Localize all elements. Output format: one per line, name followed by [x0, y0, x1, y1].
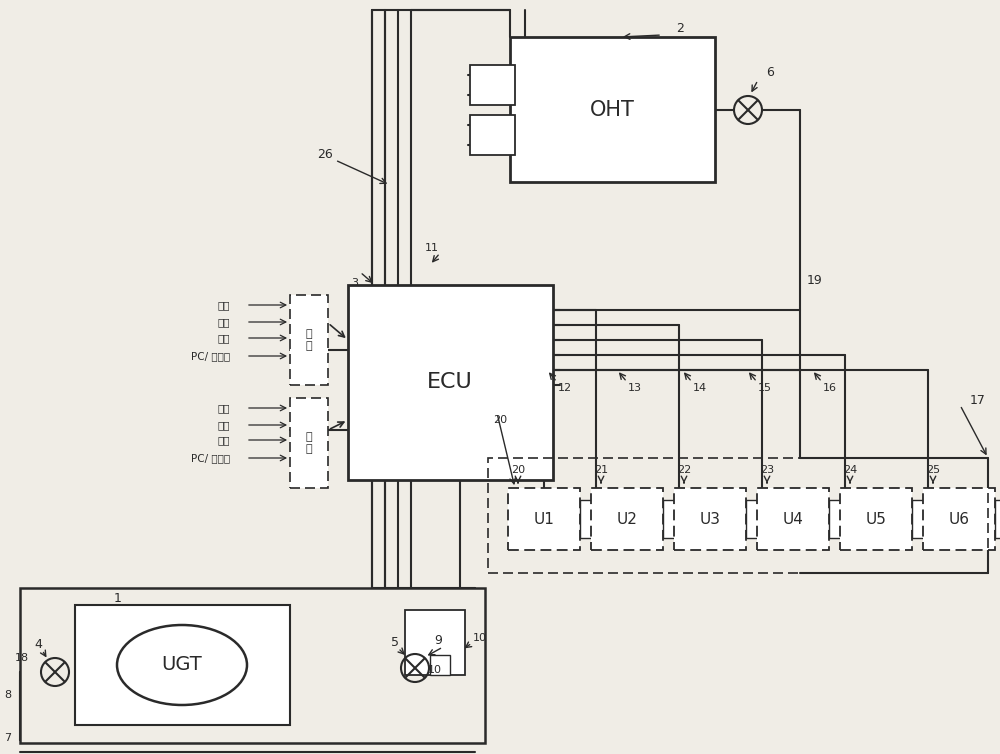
Text: 7: 7: [4, 733, 12, 743]
Text: 16: 16: [823, 383, 837, 393]
Text: 13: 13: [628, 383, 642, 393]
Bar: [470, 65, 515, 105]
Text: 21: 21: [594, 465, 608, 475]
Bar: [430, 655, 450, 675]
Text: 20: 20: [493, 415, 507, 425]
Text: PC/ 移动端: PC/ 移动端: [191, 453, 230, 463]
Text: 19: 19: [807, 274, 823, 287]
Text: 18: 18: [15, 653, 29, 663]
Bar: [912, 500, 924, 538]
Text: 2: 2: [676, 22, 684, 35]
Bar: [746, 500, 758, 538]
Bar: [508, 488, 580, 550]
Bar: [405, 610, 465, 675]
Text: UGT: UGT: [162, 655, 202, 675]
Text: 11: 11: [425, 243, 439, 253]
Text: 5: 5: [391, 636, 399, 648]
Text: OHT: OHT: [590, 100, 634, 120]
Text: 14: 14: [693, 383, 707, 393]
Text: 12: 12: [558, 383, 572, 393]
Text: 显
示: 显 示: [306, 432, 312, 454]
Bar: [580, 500, 592, 538]
Text: 云端: 云端: [218, 333, 230, 343]
Text: 视频: 视频: [218, 420, 230, 430]
Text: 10: 10: [428, 665, 442, 675]
Bar: [510, 37, 715, 182]
Text: 24: 24: [843, 465, 857, 475]
Text: U5: U5: [866, 511, 886, 526]
Bar: [829, 500, 841, 538]
Text: 10: 10: [473, 633, 487, 643]
Text: U1: U1: [534, 511, 554, 526]
Bar: [470, 115, 515, 155]
Bar: [995, 500, 1000, 538]
Text: U4: U4: [783, 511, 803, 526]
Bar: [290, 398, 328, 488]
Bar: [840, 488, 912, 550]
Text: 4: 4: [34, 639, 42, 651]
Text: 1: 1: [114, 591, 122, 605]
Bar: [757, 488, 829, 550]
Bar: [290, 295, 328, 385]
Text: U2: U2: [617, 511, 637, 526]
Text: PC/ 移动端: PC/ 移动端: [191, 351, 230, 361]
Text: 音频: 音频: [218, 403, 230, 413]
Text: 23: 23: [760, 465, 774, 475]
Bar: [674, 488, 746, 550]
Text: 15: 15: [758, 383, 772, 393]
Text: ECU: ECU: [427, 372, 473, 392]
Bar: [923, 488, 995, 550]
Text: 22: 22: [677, 465, 691, 475]
Text: 音频: 音频: [218, 300, 230, 310]
Bar: [488, 458, 988, 573]
Bar: [663, 500, 675, 538]
Text: 26: 26: [317, 149, 333, 161]
Bar: [75, 605, 290, 725]
Bar: [591, 488, 663, 550]
Text: 显
示: 显 示: [306, 329, 312, 351]
Text: 3: 3: [352, 278, 358, 288]
Text: 17: 17: [970, 394, 986, 406]
Text: U6: U6: [948, 511, 970, 526]
Text: 9: 9: [434, 633, 442, 646]
Text: 云端: 云端: [218, 435, 230, 445]
Text: 视频: 视频: [218, 317, 230, 327]
Bar: [348, 285, 553, 480]
Bar: [20, 588, 485, 743]
Text: 6: 6: [766, 66, 774, 78]
Text: 20: 20: [511, 465, 525, 475]
Text: 8: 8: [4, 690, 12, 700]
Text: 25: 25: [926, 465, 940, 475]
Text: U3: U3: [700, 511, 720, 526]
